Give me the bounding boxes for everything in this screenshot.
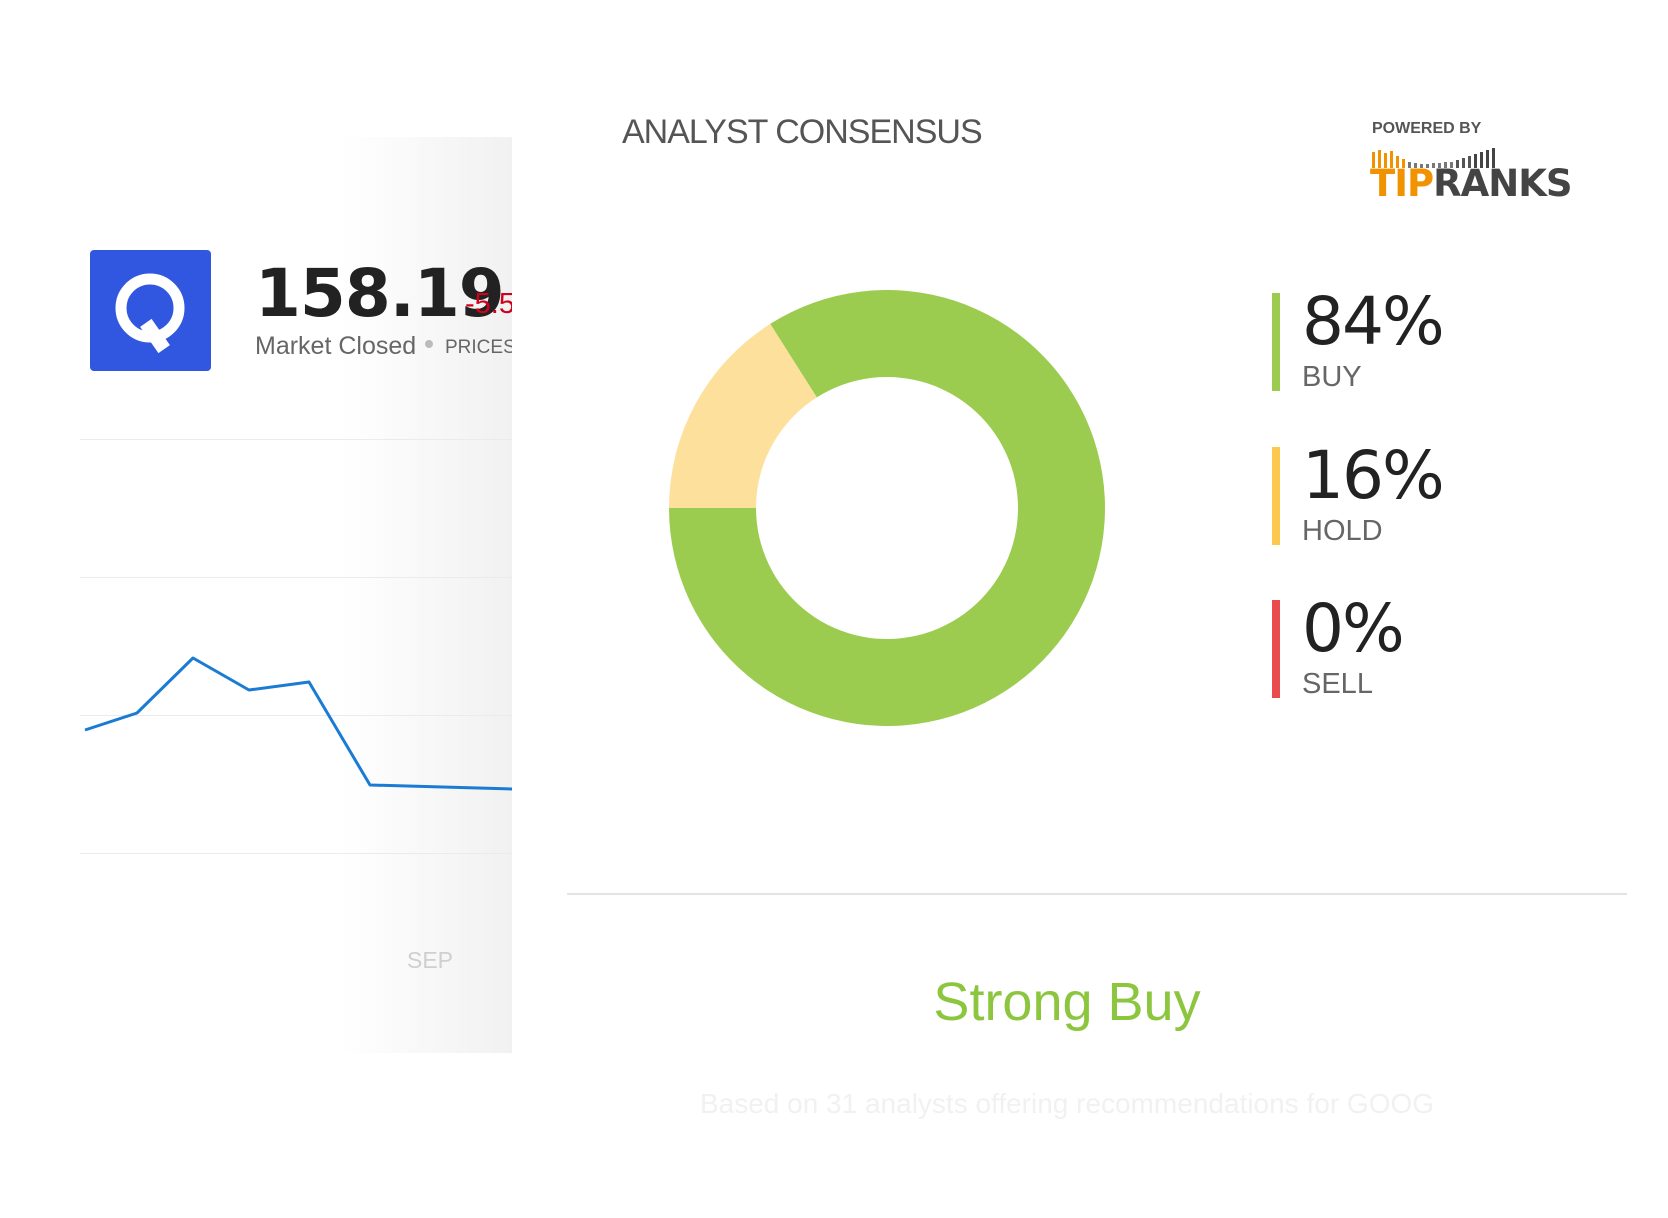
consensus-rating: Strong Buy xyxy=(933,972,1201,1032)
price-series-line xyxy=(84,656,512,791)
tipranks-wordmark: TIPRANKS xyxy=(1370,162,1573,205)
donut-slice-hold xyxy=(669,323,817,508)
powered-by-label: POWERED BY xyxy=(1372,120,1482,137)
panel-divider xyxy=(567,893,1627,895)
legend-sell-label: SELL xyxy=(1302,668,1373,700)
legend-hold-label: HOLD xyxy=(1302,515,1383,547)
stock-quote-card: 158.19 -5.5 Market Closed PRICES SEP xyxy=(80,137,512,1053)
market-status: Market Closed xyxy=(255,332,417,360)
stock-price: 158.19 xyxy=(255,255,505,332)
price-change: -5.5 xyxy=(465,288,512,320)
company-logo xyxy=(90,250,211,371)
donut-slice-buy xyxy=(669,290,1105,727)
legend-sell-percent: 0% xyxy=(1302,590,1405,667)
analyst-count-note: Based on 31 analysts offering recommenda… xyxy=(699,1088,1435,1119)
tipranks-logo[interactable]: TIPRANKS xyxy=(1370,148,1573,208)
legend-buy-label: BUY xyxy=(1302,361,1362,393)
grid-line xyxy=(80,853,512,854)
legend-hold-color-bar xyxy=(1272,447,1280,545)
legend-buy-color-bar xyxy=(1272,293,1280,391)
separator-dot xyxy=(425,340,433,348)
legend-sell-color-bar xyxy=(1272,600,1280,698)
grid-line xyxy=(80,439,512,440)
panel-title: ANALYST CONSENSUS xyxy=(622,113,983,151)
grid-line xyxy=(80,577,512,578)
x-axis-label: SEP xyxy=(407,947,454,973)
tipranks-bars-icon xyxy=(1372,148,1495,168)
q-logo-icon xyxy=(115,273,185,354)
analyst-consensus-panel: ANALYST CONSENSUS POWERED BY xyxy=(512,88,1668,1218)
legend-hold-percent: 16% xyxy=(1302,437,1445,514)
legend-buy-percent: 84% xyxy=(1302,283,1445,360)
price-line-chart xyxy=(84,656,512,791)
consensus-donut-chart xyxy=(669,290,1105,727)
prices-link[interactable]: PRICES xyxy=(445,337,512,358)
grid-line xyxy=(80,715,512,716)
